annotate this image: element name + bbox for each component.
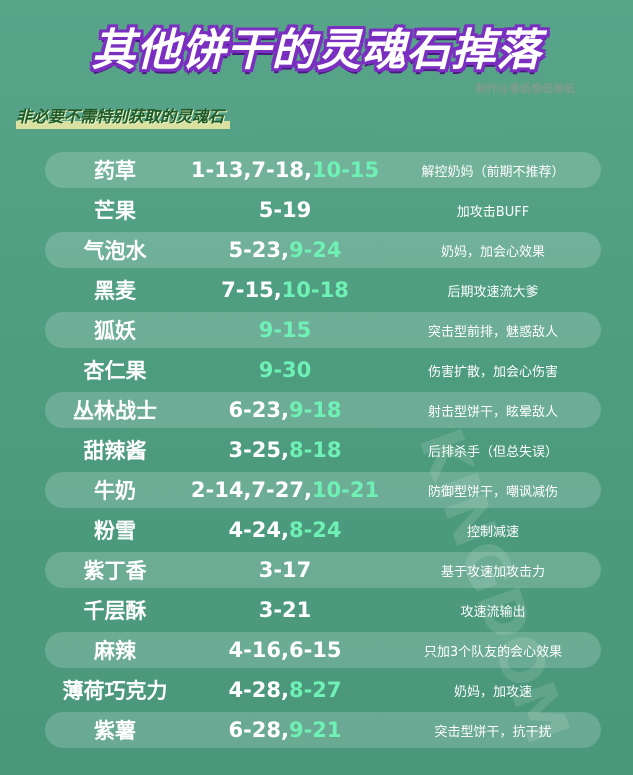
cookie-note: 加攻击BUFF xyxy=(456,204,530,220)
cookie-name: 芒果 xyxy=(94,199,136,223)
table-row: 千层酥 3-21 攻速流输出 xyxy=(45,592,601,628)
cookie-name: 狐妖 xyxy=(94,319,136,343)
drop-stages: 3-21 xyxy=(185,598,385,622)
drop-highlight: 9-21 xyxy=(288,718,342,742)
table-row: 麻辣 4-16,6-15 只加3个队友的会心效果 xyxy=(45,632,601,668)
cookie-note: 攻速流输出 xyxy=(460,604,526,620)
table-row: 杏仁果 9-30 伤害扩散，加会心伤害 xyxy=(45,352,601,388)
cookie-name: 千层酥 xyxy=(83,599,147,623)
table-row: 紫薯 6-28,9-21 突击型饼干，抗干扰 xyxy=(45,712,601,748)
table-row: 黑麦 7-15,10-18 后期攻速流大爹 xyxy=(45,272,601,308)
cookie-note: 防御型饼干，嘲讽减伤 xyxy=(427,484,558,500)
table-row: 丛林战士 6-23,9-18 射击型饼干，眩晕敌人 xyxy=(45,392,601,428)
drop-highlight: 8-27 xyxy=(288,678,342,702)
drop-stages: 9-15 xyxy=(185,318,385,342)
table-row: 紫丁香 3-17 基于攻速加攻击力 xyxy=(45,552,601,588)
cookie-name: 杏仁果 xyxy=(83,359,147,383)
cookie-note: 奶妈，加攻速 xyxy=(453,684,532,700)
page-title: 其他饼干的灵魂石掉落 xyxy=(91,25,542,76)
drop-stages: 1-13,7-18,10-15 xyxy=(185,158,385,182)
drop-highlight: 9-30 xyxy=(258,358,312,382)
drop-normal: 1-13,7-18, xyxy=(190,158,312,182)
drop-highlight: 10-21 xyxy=(311,478,380,502)
drop-stages: 6-28,9-21 xyxy=(185,718,385,742)
subtitle: 非必要不需特别获取的灵魂石 xyxy=(16,103,231,129)
drop-stages: 4-24,8-24 xyxy=(185,518,385,542)
cookie-name: 丛林战士 xyxy=(73,399,157,423)
cookie-name: 甜辣酱 xyxy=(83,439,147,463)
cookie-name: 紫薯 xyxy=(94,719,136,743)
cookie-note: 奶妈，加会心效果 xyxy=(440,244,545,260)
cookie-name: 薄荷巧克力 xyxy=(62,679,168,703)
table-row: 粉雪 4-24,8-24 控制减速 xyxy=(45,512,601,548)
cookie-note: 只加3个队友的会心效果 xyxy=(423,644,563,660)
cookie-note: 控制减速 xyxy=(466,524,519,540)
drop-normal: 5-19 xyxy=(258,198,312,222)
drop-stages: 9-30 xyxy=(185,358,385,382)
drop-normal: 6-28, xyxy=(228,718,289,742)
drop-normal: 2-14,7-27, xyxy=(190,478,312,502)
table-row: 狐妖 9-15 突击型前排，魅惑敌人 xyxy=(45,312,601,348)
drop-normal: 3-17 xyxy=(258,558,312,582)
drop-highlight: 9-24 xyxy=(288,238,342,262)
drop-stages: 2-14,7-27,10-21 xyxy=(185,478,385,502)
drop-normal: 4-16,6-15 xyxy=(228,638,342,662)
drop-highlight: 9-18 xyxy=(288,398,342,422)
drop-stages: 4-28,8-27 xyxy=(185,678,385,702)
cookie-name: 黑麦 xyxy=(94,279,136,303)
cookie-note: 射击型饼干，眩晕敌人 xyxy=(427,404,558,420)
cookie-note: 后排杀手（但总失误） xyxy=(427,444,558,460)
cookie-name: 牛奶 xyxy=(94,479,136,503)
drop-stages: 4-16,6-15 xyxy=(185,638,385,662)
cookie-note: 基于攻速加攻击力 xyxy=(440,564,545,580)
cookie-note: 突击型饼干，抗干扰 xyxy=(434,724,552,740)
drop-stages: 3-17 xyxy=(185,558,385,582)
drop-highlight: 10-15 xyxy=(311,158,380,182)
table-row: 药草 1-13,7-18,10-15 解控奶妈（前期不推荐） xyxy=(45,152,601,188)
drop-normal: 5-23, xyxy=(228,238,289,262)
table-row: 牛奶 2-14,7-27,10-21 防御型饼干，嘲讽减伤 xyxy=(45,472,601,508)
drop-normal: 4-24, xyxy=(228,518,289,542)
table-row: 甜辣酱 3-25,8-18 后排杀手（但总失误） xyxy=(45,432,601,468)
drop-normal: 4-28, xyxy=(228,678,289,702)
table-row: 薄荷巧克力 4-28,8-27 奶妈，加攻速 xyxy=(45,672,601,708)
cookie-name: 粉雪 xyxy=(94,519,136,543)
credit-text: 制作@卷纸卷纸卷纸 xyxy=(476,82,575,95)
table-row: 气泡水 5-23,9-24 奶妈，加会心效果 xyxy=(45,232,601,268)
drop-highlight: 10-18 xyxy=(281,278,349,302)
drop-normal: 7-15, xyxy=(221,278,282,302)
drop-highlight: 9-15 xyxy=(258,318,312,342)
cookie-name: 药草 xyxy=(94,159,136,183)
cookie-name: 气泡水 xyxy=(83,239,147,263)
cookie-note: 伤害扩散，加会心伤害 xyxy=(427,364,558,380)
cookie-note: 解控奶妈（前期不推荐） xyxy=(421,164,565,180)
drop-stages: 6-23,9-18 xyxy=(185,398,385,422)
cookie-name: 紫丁香 xyxy=(83,559,147,583)
cookie-note: 突击型前排，魅惑敌人 xyxy=(427,324,558,340)
drop-stages: 7-15,10-18 xyxy=(185,278,385,302)
drop-stages: 3-25,8-18 xyxy=(185,438,385,462)
drop-highlight: 8-18 xyxy=(288,438,342,462)
drop-normal: 3-25, xyxy=(228,438,289,462)
cookie-name: 麻辣 xyxy=(94,639,136,663)
drop-highlight: 8-24 xyxy=(288,518,342,542)
soulstone-table: 药草 1-13,7-18,10-15 解控奶妈（前期不推荐） 芒果 5-19 加攻… xyxy=(45,152,601,752)
table-row: 芒果 5-19 加攻击BUFF xyxy=(45,192,601,228)
drop-normal: 6-23, xyxy=(228,398,289,422)
cookie-note: 后期攻速流大爹 xyxy=(447,284,539,300)
drop-normal: 3-21 xyxy=(258,598,312,622)
drop-stages: 5-23,9-24 xyxy=(185,238,385,262)
drop-stages: 5-19 xyxy=(185,198,385,222)
